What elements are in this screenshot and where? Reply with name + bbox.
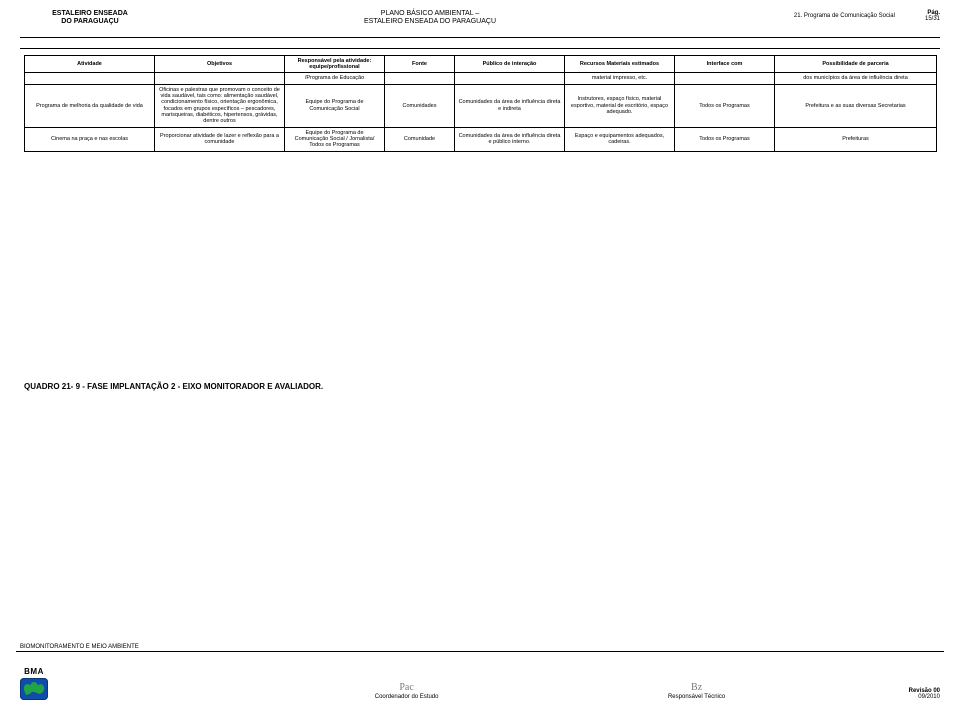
header-center: PLANO BÁSICO AMBIENTAL – ESTALEIRO ENSEA… xyxy=(160,10,700,27)
cell-recursos: Espaço e equipamentos adequados, cadeira… xyxy=(565,127,675,151)
header-right: 21. Programa de Comunicação Social Pág. … xyxy=(700,10,940,22)
th-atividade: Atividade xyxy=(25,55,155,73)
th-fonte: Fonte xyxy=(385,55,455,73)
cell-recursos: Instrutores, espaço físico, material esp… xyxy=(565,84,675,127)
cell-fonte: Comunidades xyxy=(385,84,455,127)
page: ESTALEIRO ENSEADA DO PARAGUAÇU PLANO BÁS… xyxy=(0,0,960,710)
th-recursos: Recursos Materiais estimados xyxy=(565,55,675,73)
cell: dos municípios da área de influência dir… xyxy=(775,73,937,84)
cell xyxy=(155,73,285,84)
header-left: ESTALEIRO ENSEADA DO PARAGUAÇU xyxy=(20,10,160,27)
revision-date: 09/2010 xyxy=(840,694,940,700)
bma-logo: BMA xyxy=(20,667,48,700)
th-interface: Interface com xyxy=(675,55,775,73)
footer-strip: BIOMONITORAMENTO E MEIO AMBIENTE xyxy=(0,644,960,650)
th-publico: Público de interação xyxy=(455,55,565,73)
footer-divider xyxy=(0,651,960,652)
footer-left: BMA xyxy=(20,667,260,700)
cell: /Programa de Educação xyxy=(285,73,385,84)
bma-badge-icon xyxy=(20,678,48,700)
page-footer: BMA Pac Coordenador do Estudo Bz Respons… xyxy=(0,667,960,700)
cell-fonte: Comunidade xyxy=(385,127,455,151)
doc-title-2: ESTALEIRO ENSEADA DO PARAGUAÇU xyxy=(160,18,700,26)
signature-label: Coordenador do Estudo xyxy=(375,694,439,700)
cell-responsavel: Equipe do Programa de Comunicação Social xyxy=(285,84,385,127)
doc-title-1: PLANO BÁSICO AMBIENTAL – xyxy=(160,10,700,18)
cell xyxy=(455,73,565,84)
cell-objetivos: Proporcionar atividade de lazer e reflex… xyxy=(155,127,285,151)
table-row: Cinema na praça e nas escolas Proporcion… xyxy=(25,127,937,151)
cell-parceria: Prefeituras xyxy=(775,127,937,151)
program-label: 21. Programa de Comunicação Social xyxy=(794,13,895,19)
page-header: ESTALEIRO ENSEADA DO PARAGUAÇU PLANO BÁS… xyxy=(0,0,960,33)
signature-scribble-icon: Pac xyxy=(375,683,439,693)
table-header-row: Atividade Objetivos Responsável pela ati… xyxy=(25,55,937,73)
footer-right: Revisão 00 09/2010 xyxy=(840,688,940,700)
signature-technical: Bz Responsável Técnico xyxy=(668,683,725,700)
cell-interface: Todos os Programas xyxy=(675,127,775,151)
cell-atividade: Cinema na praça e nas escolas xyxy=(25,127,155,151)
th-objetivos: Objetivos xyxy=(155,55,285,73)
cell xyxy=(675,73,775,84)
cell-publico: Comunidades da área de influência direta… xyxy=(455,84,565,127)
table-row: /Programa de Educação material impresso,… xyxy=(25,73,937,84)
cell-atividade: Programa de melhoria da qualidade de vid… xyxy=(25,84,155,127)
cell: material impresso, etc. xyxy=(565,73,675,84)
footer-signatures: Pac Coordenador do Estudo Bz Responsável… xyxy=(260,683,840,700)
page-value: 15/31 xyxy=(925,16,940,22)
cell-objetivos: Oficinas e palestras que promovam o conc… xyxy=(155,84,285,127)
quadro-caption: QUADRO 21- 9 - FASE IMPLANTAÇÃO 2 - EIXO… xyxy=(0,152,960,391)
signature-coordinator: Pac Coordenador do Estudo xyxy=(375,683,439,700)
cell-parceria: Prefeitura e as suas diversas Secretaria… xyxy=(775,84,937,127)
cell-publico: Comunidades da área de influência direta… xyxy=(455,127,565,151)
table-row: Programa de melhoria da qualidade de vid… xyxy=(25,84,937,127)
cell xyxy=(25,73,155,84)
th-responsavel: Responsável pela atividade: equipe/profi… xyxy=(285,55,385,73)
th-parceria: Possibilidade de parceria xyxy=(775,55,937,73)
table-wrapper: Atividade Objetivos Responsável pela ati… xyxy=(0,49,960,152)
cell-interface: Todos os Programas xyxy=(675,84,775,127)
signature-scribble-icon: Bz xyxy=(668,683,725,693)
company-name-1: ESTALEIRO ENSEADA xyxy=(20,10,160,18)
cell xyxy=(385,73,455,84)
divider xyxy=(20,37,940,38)
activities-table: Atividade Objetivos Responsável pela ati… xyxy=(24,55,937,152)
page-number: Pág. 15/31 xyxy=(925,10,940,22)
bma-logo-text: BMA xyxy=(24,667,44,676)
signature-label: Responsável Técnico xyxy=(668,694,725,700)
company-name-2: DO PARAGUAÇU xyxy=(20,18,160,26)
cell-responsavel: Equipe do Programa de Comunicação Social… xyxy=(285,127,385,151)
